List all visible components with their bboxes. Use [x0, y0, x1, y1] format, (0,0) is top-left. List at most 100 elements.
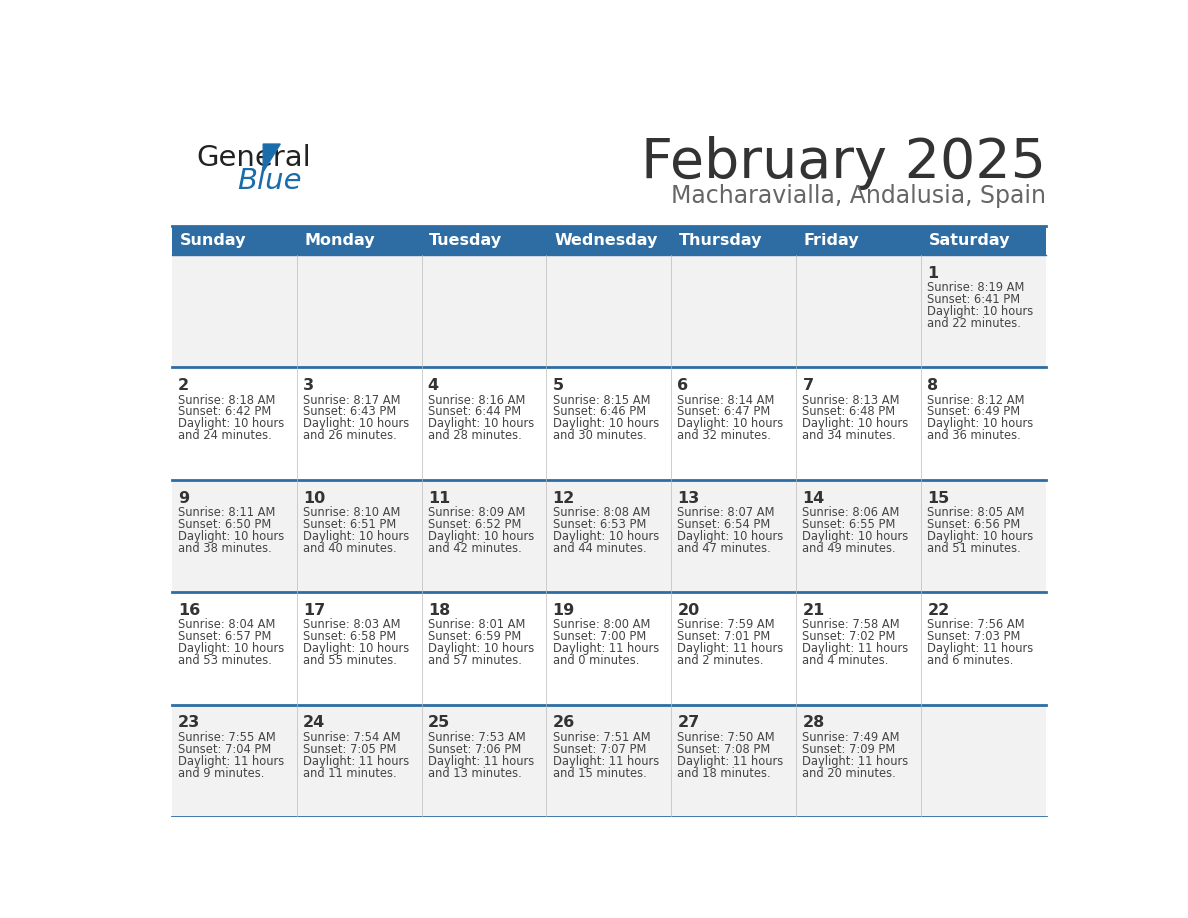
- Text: General: General: [196, 144, 311, 172]
- Bar: [796, 226, 921, 255]
- Text: Daylight: 10 hours: Daylight: 10 hours: [303, 530, 409, 543]
- Text: 28: 28: [802, 715, 824, 731]
- Text: Sunrise: 7:59 AM: Sunrise: 7:59 AM: [677, 619, 775, 632]
- Text: and 47 minutes.: and 47 minutes.: [677, 542, 771, 554]
- Text: and 34 minutes.: and 34 minutes.: [802, 430, 896, 442]
- Bar: [671, 226, 796, 255]
- Text: Sunrise: 8:03 AM: Sunrise: 8:03 AM: [303, 619, 400, 632]
- Text: Daylight: 10 hours: Daylight: 10 hours: [677, 530, 784, 543]
- Text: and 53 minutes.: and 53 minutes.: [178, 655, 272, 667]
- Text: 21: 21: [802, 603, 824, 618]
- Text: Sunrise: 7:53 AM: Sunrise: 7:53 AM: [428, 731, 525, 744]
- Bar: [921, 226, 1045, 255]
- Text: Daylight: 10 hours: Daylight: 10 hours: [428, 643, 533, 655]
- Bar: [172, 226, 297, 255]
- Text: Sunset: 6:49 PM: Sunset: 6:49 PM: [928, 406, 1020, 419]
- Text: Sunrise: 8:12 AM: Sunrise: 8:12 AM: [928, 394, 1025, 407]
- Text: 10: 10: [303, 490, 326, 506]
- Text: Sunrise: 7:56 AM: Sunrise: 7:56 AM: [928, 619, 1025, 632]
- Text: and 57 minutes.: and 57 minutes.: [428, 655, 522, 667]
- Text: Daylight: 10 hours: Daylight: 10 hours: [802, 418, 909, 431]
- Text: and 40 minutes.: and 40 minutes.: [303, 542, 397, 554]
- Text: Sunrise: 8:19 AM: Sunrise: 8:19 AM: [928, 281, 1024, 294]
- Text: and 20 minutes.: and 20 minutes.: [802, 767, 896, 779]
- Text: Sunset: 6:57 PM: Sunset: 6:57 PM: [178, 631, 271, 644]
- Bar: [546, 226, 671, 255]
- Text: Blue: Blue: [236, 167, 302, 195]
- Text: Saturday: Saturday: [929, 233, 1010, 248]
- Text: and 51 minutes.: and 51 minutes.: [928, 542, 1020, 554]
- Text: and 49 minutes.: and 49 minutes.: [802, 542, 896, 554]
- Text: and 38 minutes.: and 38 minutes.: [178, 542, 272, 554]
- Text: and 2 minutes.: and 2 minutes.: [677, 655, 764, 667]
- Text: Sunset: 7:06 PM: Sunset: 7:06 PM: [428, 743, 522, 756]
- Text: and 6 minutes.: and 6 minutes.: [928, 655, 1013, 667]
- Bar: [422, 226, 546, 255]
- Text: 15: 15: [928, 490, 949, 506]
- Text: Sunrise: 8:09 AM: Sunrise: 8:09 AM: [428, 506, 525, 519]
- Text: 16: 16: [178, 603, 201, 618]
- Text: 6: 6: [677, 378, 689, 393]
- Text: and 9 minutes.: and 9 minutes.: [178, 767, 264, 779]
- Text: Thursday: Thursday: [680, 233, 763, 248]
- Text: Sunset: 6:55 PM: Sunset: 6:55 PM: [802, 518, 896, 531]
- Text: Sunset: 6:56 PM: Sunset: 6:56 PM: [928, 518, 1020, 531]
- Text: Sunset: 6:53 PM: Sunset: 6:53 PM: [552, 518, 646, 531]
- Text: Daylight: 10 hours: Daylight: 10 hours: [178, 643, 284, 655]
- Text: Sunset: 7:09 PM: Sunset: 7:09 PM: [802, 743, 896, 756]
- Text: and 26 minutes.: and 26 minutes.: [303, 430, 397, 442]
- Text: Sunrise: 8:01 AM: Sunrise: 8:01 AM: [428, 619, 525, 632]
- Text: and 36 minutes.: and 36 minutes.: [928, 430, 1020, 442]
- Text: Sunset: 7:03 PM: Sunset: 7:03 PM: [928, 631, 1020, 644]
- Text: Daylight: 11 hours: Daylight: 11 hours: [428, 755, 533, 767]
- Text: Daylight: 11 hours: Daylight: 11 hours: [552, 643, 659, 655]
- Text: 18: 18: [428, 603, 450, 618]
- Text: 17: 17: [303, 603, 326, 618]
- Text: Sunrise: 8:07 AM: Sunrise: 8:07 AM: [677, 506, 775, 519]
- Text: 25: 25: [428, 715, 450, 731]
- Text: and 22 minutes.: and 22 minutes.: [928, 317, 1022, 330]
- Text: Daylight: 10 hours: Daylight: 10 hours: [928, 305, 1034, 318]
- Text: and 0 minutes.: and 0 minutes.: [552, 655, 639, 667]
- Text: Daylight: 11 hours: Daylight: 11 hours: [928, 643, 1034, 655]
- Text: Sunset: 6:43 PM: Sunset: 6:43 PM: [303, 406, 396, 419]
- Text: Sunrise: 8:08 AM: Sunrise: 8:08 AM: [552, 506, 650, 519]
- Text: Sunrise: 8:11 AM: Sunrise: 8:11 AM: [178, 506, 276, 519]
- Text: Sunset: 6:48 PM: Sunset: 6:48 PM: [802, 406, 896, 419]
- Text: 24: 24: [303, 715, 326, 731]
- Text: Daylight: 10 hours: Daylight: 10 hours: [428, 530, 533, 543]
- Text: and 30 minutes.: and 30 minutes.: [552, 430, 646, 442]
- Text: Sunset: 7:01 PM: Sunset: 7:01 PM: [677, 631, 771, 644]
- Text: Sunset: 6:59 PM: Sunset: 6:59 PM: [428, 631, 522, 644]
- Text: Sunrise: 8:10 AM: Sunrise: 8:10 AM: [303, 506, 400, 519]
- Text: 11: 11: [428, 490, 450, 506]
- Text: 9: 9: [178, 490, 189, 506]
- Bar: [172, 705, 1045, 817]
- Bar: [172, 592, 1045, 705]
- Text: Daylight: 10 hours: Daylight: 10 hours: [928, 418, 1034, 431]
- Text: Daylight: 10 hours: Daylight: 10 hours: [677, 418, 784, 431]
- Text: Sunrise: 8:16 AM: Sunrise: 8:16 AM: [428, 394, 525, 407]
- Text: and 32 minutes.: and 32 minutes.: [677, 430, 771, 442]
- Text: 13: 13: [677, 490, 700, 506]
- Text: Sunset: 6:52 PM: Sunset: 6:52 PM: [428, 518, 522, 531]
- Text: Daylight: 10 hours: Daylight: 10 hours: [802, 530, 909, 543]
- Text: and 28 minutes.: and 28 minutes.: [428, 430, 522, 442]
- Text: and 55 minutes.: and 55 minutes.: [303, 655, 397, 667]
- Text: Daylight: 10 hours: Daylight: 10 hours: [303, 418, 409, 431]
- Text: Daylight: 10 hours: Daylight: 10 hours: [552, 418, 659, 431]
- Text: 26: 26: [552, 715, 575, 731]
- Text: Monday: Monday: [304, 233, 375, 248]
- Text: and 15 minutes.: and 15 minutes.: [552, 767, 646, 779]
- Text: Sunset: 6:58 PM: Sunset: 6:58 PM: [303, 631, 396, 644]
- Text: Sunset: 6:50 PM: Sunset: 6:50 PM: [178, 518, 271, 531]
- Text: Daylight: 11 hours: Daylight: 11 hours: [677, 643, 784, 655]
- Text: Sunset: 7:04 PM: Sunset: 7:04 PM: [178, 743, 271, 756]
- Text: and 18 minutes.: and 18 minutes.: [677, 767, 771, 779]
- Text: and 44 minutes.: and 44 minutes.: [552, 542, 646, 554]
- Text: Sunrise: 7:55 AM: Sunrise: 7:55 AM: [178, 731, 276, 744]
- Text: and 11 minutes.: and 11 minutes.: [303, 767, 397, 779]
- Text: Sunset: 7:00 PM: Sunset: 7:00 PM: [552, 631, 646, 644]
- Text: Sunrise: 8:15 AM: Sunrise: 8:15 AM: [552, 394, 650, 407]
- Text: Daylight: 11 hours: Daylight: 11 hours: [303, 755, 409, 767]
